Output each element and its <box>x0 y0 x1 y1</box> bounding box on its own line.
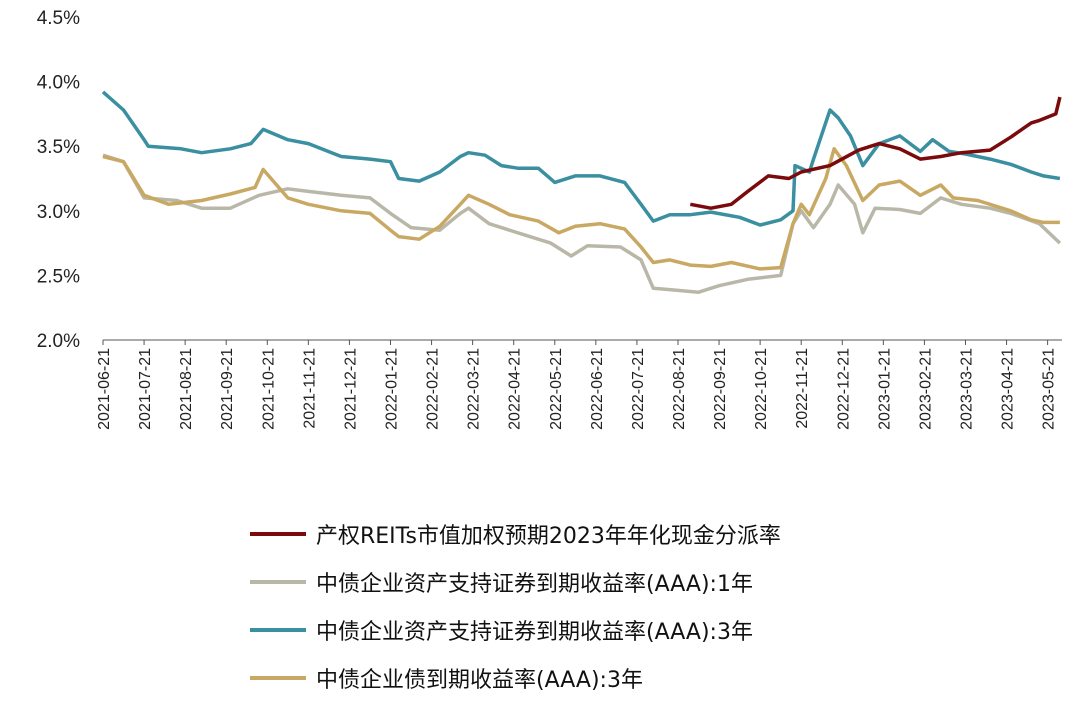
x-tick-label: 2023-04-21 <box>1000 348 1017 430</box>
x-tick-label: 2022-12-21 <box>835 348 852 430</box>
x-tick-label: 2021-11-21 <box>301 348 318 429</box>
x-tick-label: 2022-11-21 <box>794 348 811 429</box>
legend-label: 中债企业债到期收益率(AAA):3年 <box>316 668 643 693</box>
legend-swatch <box>250 676 306 680</box>
legend-item: 中债企业资产支持证券到期收益率(AAA):1年 <box>250 558 781 606</box>
series-line-2 <box>101 90 1061 227</box>
x-tick-label: 2022-05-21 <box>548 348 565 430</box>
legend-label: 产权REITs市值加权预期2023年年化现金分派率 <box>316 524 781 549</box>
x-tick-label: 2023-02-21 <box>917 348 934 430</box>
y-tick-label: 3.0% <box>37 202 80 223</box>
x-tick-label: 2022-06-21 <box>589 348 606 430</box>
x-tick-label: 2021-09-21 <box>219 348 236 430</box>
x-tick-label: 2023-03-21 <box>958 348 975 430</box>
legend: 产权REITs市值加权预期2023年年化现金分派率 中债企业资产支持证券到期收益率… <box>250 510 781 702</box>
x-tick-label: 2022-03-21 <box>466 348 483 430</box>
legend-item: 中债企业债到期收益率(AAA):3年 <box>250 654 781 702</box>
x-tick-label: 2022-10-21 <box>753 348 770 430</box>
y-tick-label: 2.0% <box>37 331 80 352</box>
series-line-3 <box>102 147 1060 271</box>
x-tick-label: 2021-10-21 <box>260 348 277 430</box>
x-tick-label: 2021-08-21 <box>178 348 195 430</box>
legend-label: 中债企业资产支持证券到期收益率(AAA):1年 <box>316 572 753 597</box>
x-tick-label: 2022-01-21 <box>383 348 400 430</box>
y-tick-label: 3.5% <box>37 137 80 158</box>
x-tick-label: 2023-05-21 <box>1041 348 1058 430</box>
legend-item: 中债企业资产支持证券到期收益率(AAA):3年 <box>250 606 781 654</box>
legend-swatch <box>250 628 306 632</box>
chart-plot: 2.0%2.5%3.0%3.5%4.0%4.5% 2021-06-21 2021-… <box>37 8 1062 430</box>
series-line-1 <box>102 153 1062 294</box>
series-line-0 <box>689 96 1062 210</box>
legend-swatch <box>250 532 306 536</box>
x-axis: 2021-06-21 2021-07-21 2021-08-21 2021-09-21… <box>96 339 1062 430</box>
x-tick-label: 2021-07-21 <box>137 348 154 430</box>
x-tick-label: 2023-01-21 <box>876 348 893 430</box>
series-lines <box>101 90 1062 294</box>
y-tick-label: 2.5% <box>37 266 80 287</box>
x-tick-label: 2022-02-21 <box>425 348 442 430</box>
x-tick-label: 2022-04-21 <box>507 348 524 430</box>
legend-swatch <box>250 580 306 584</box>
legend-item: 产权REITs市值加权预期2023年年化现金分派率 <box>250 510 781 558</box>
x-tick-label: 2021-06-21 <box>96 348 113 430</box>
x-tick-label: 2022-07-21 <box>630 348 647 430</box>
x-tick-label: 2022-09-21 <box>712 348 729 430</box>
y-axis: 2.0% 2.5% 3.0% 3.5% 4.0% 4.5% <box>37 8 80 352</box>
x-tick-label: 2021-12-21 <box>342 348 359 430</box>
x-tick-label: 2022-08-21 <box>671 348 688 430</box>
legend-label: 中债企业资产支持证券到期收益率(AAA):3年 <box>316 620 753 645</box>
y-tick-label: 4.5% <box>37 8 80 29</box>
y-tick-label: 4.0% <box>37 73 80 94</box>
